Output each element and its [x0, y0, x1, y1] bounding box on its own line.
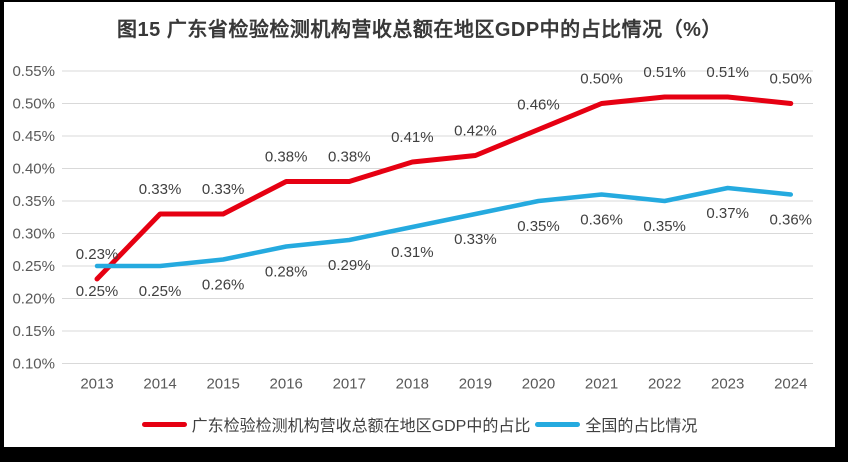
chart-legend: 广东检验检测机构营收总额在地区GDP中的占比 全国的占比情况: [4, 410, 835, 438]
data-label: 0.28%: [265, 264, 308, 281]
x-axis-tick-label: 2023: [711, 376, 744, 393]
data-label: 0.36%: [769, 212, 812, 229]
y-axis-tick-label: 0.50%: [12, 96, 55, 113]
frame-border-left: [0, 0, 4, 462]
y-axis-tick-label: 0.35%: [12, 193, 55, 210]
data-label: 0.33%: [454, 231, 497, 248]
data-label: 0.31%: [391, 244, 434, 261]
frame-border-bottom: [0, 447, 848, 462]
data-label: 0.50%: [580, 71, 623, 88]
x-axis-tick-label: 2019: [459, 376, 492, 393]
y-axis-tick-label: 0.40%: [12, 161, 55, 178]
data-label: 0.33%: [202, 181, 245, 198]
data-label: 0.51%: [643, 64, 686, 81]
frame-border-top: [0, 0, 848, 2]
data-label: 0.25%: [139, 283, 182, 300]
data-label: 0.50%: [769, 71, 812, 88]
x-axis-tick-label: 2020: [522, 376, 555, 393]
data-label: 0.51%: [706, 64, 749, 81]
legend-swatch-national: [535, 421, 581, 427]
data-label: 0.41%: [391, 129, 434, 146]
x-axis-tick-label: 2017: [333, 376, 366, 393]
data-label: 0.38%: [265, 149, 308, 166]
data-label: 0.36%: [580, 212, 623, 229]
data-label: 0.35%: [517, 218, 560, 235]
x-axis-tick-label: 2014: [143, 376, 176, 393]
x-axis-tick-label: 2013: [80, 376, 113, 393]
y-axis-tick-label: 0.30%: [12, 226, 55, 243]
legend-label-national: 全国的占比情况: [585, 418, 698, 435]
series-line-0: [94, 94, 794, 282]
data-label: 0.29%: [328, 257, 371, 274]
legend-swatch-guangdong: [141, 421, 187, 427]
data-label: 0.38%: [328, 149, 371, 166]
data-label: 0.46%: [517, 97, 560, 114]
x-axis-tick-label: 2016: [270, 376, 303, 393]
y-axis-tick-label: 0.45%: [12, 128, 55, 145]
x-axis-tick-label: 2018: [396, 376, 429, 393]
data-label: 0.37%: [706, 205, 749, 222]
y-axis-tick-label: 0.25%: [12, 258, 55, 275]
data-label: 0.35%: [643, 218, 686, 235]
y-axis-tick-label: 0.55%: [12, 63, 55, 80]
legend-label-guangdong: 广东检验检测机构营收总额在地区GDP中的占比: [191, 418, 531, 435]
x-axis-tick-label: 2022: [648, 376, 681, 393]
x-axis-tick-label: 2015: [206, 376, 239, 393]
x-axis-tick-label: 2024: [774, 376, 807, 393]
y-axis-tick-label: 0.20%: [12, 291, 55, 308]
data-label: 0.33%: [139, 181, 182, 198]
frame-border-right: [835, 0, 848, 462]
series-line-1: [94, 185, 794, 269]
data-label: 0.25%: [76, 283, 119, 300]
data-label: 0.23%: [76, 246, 119, 263]
chart-title: 图15 广东省检验检测机构营收总额在地区GDP中的占比情况（%）: [117, 19, 722, 41]
data-label: 0.42%: [454, 123, 497, 140]
y-axis-tick-label: 0.15%: [12, 323, 55, 340]
x-axis-tick-label: 2021: [585, 376, 618, 393]
y-axis-tick-label: 0.10%: [12, 356, 55, 373]
data-label: 0.26%: [202, 277, 245, 294]
